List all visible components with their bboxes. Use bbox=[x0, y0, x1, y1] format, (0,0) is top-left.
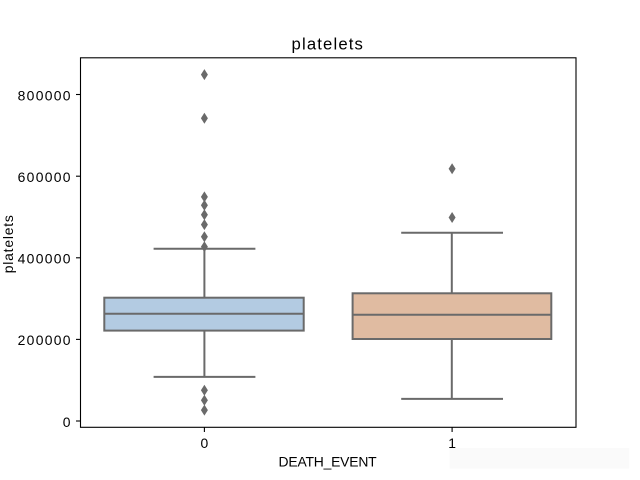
svg-text:600000: 600000 bbox=[18, 169, 72, 185]
svg-text:400000: 400000 bbox=[18, 251, 72, 267]
svg-text:platelets: platelets bbox=[0, 214, 16, 273]
svg-text:0: 0 bbox=[201, 435, 209, 451]
svg-text:0: 0 bbox=[63, 414, 72, 430]
svg-text:platelets: platelets bbox=[292, 34, 365, 53]
svg-text:1: 1 bbox=[448, 435, 456, 451]
svg-text:DEATH_EVENT: DEATH_EVENT bbox=[279, 454, 378, 470]
svg-text:800000: 800000 bbox=[18, 87, 72, 103]
svg-text:200000: 200000 bbox=[18, 332, 72, 348]
